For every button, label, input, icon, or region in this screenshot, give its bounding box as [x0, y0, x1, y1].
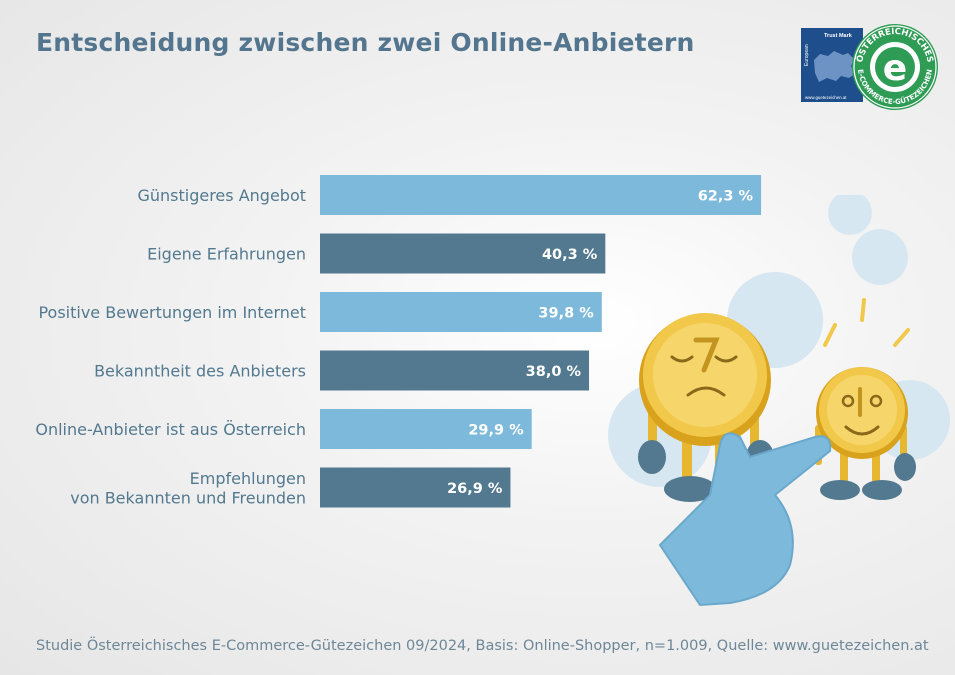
badge-european: European: [804, 44, 810, 66]
value-label: 29,9 %: [468, 423, 524, 439]
value-labels: 62,3 % 40,3 % 39,8 % 38,0 % 29,9 % 26,9 %: [447, 189, 753, 498]
guetezeichen-seal: e ÖSTERREICHISCHES E-COMMERCE-GÜTEZEICHE…: [852, 24, 938, 110]
category-label: Online-Anbieter ist aus Österreich: [35, 420, 306, 439]
value-label: 62,3 %: [698, 189, 754, 205]
badge-trust-mark: Trust Mark: [824, 33, 853, 39]
value-label: 39,8 %: [538, 306, 594, 322]
bar: [320, 350, 590, 391]
bar: [320, 292, 602, 332]
bar-chart: Günstigeres Angebot Eigene Erfahrungen Pos…: [35, 175, 762, 508]
value-label: 38,0 %: [526, 364, 582, 380]
bars: [320, 175, 762, 508]
bar: [320, 409, 532, 449]
bar: [320, 233, 606, 274]
sad-coin-character: [638, 313, 774, 502]
coin-characters-illustration: [608, 195, 950, 607]
bar: [320, 467, 511, 508]
badge-url: www.guetezeichen.at: [805, 95, 847, 100]
value-label: 26,9 %: [447, 481, 503, 497]
source-footnote: Studie Österreichisches E-Commerce-Gütez…: [36, 638, 929, 654]
pointing-hand: [658, 432, 832, 607]
category-label: Empfehlungen von Bekannten und Freunden: [70, 469, 306, 508]
category-labels: Günstigeres Angebot Eigene Erfahrungen Pos…: [35, 186, 306, 507]
category-label: Positive Bewertungen im Internet: [38, 303, 306, 322]
happy-coin-character: [815, 298, 916, 500]
value-label: 40,3 %: [542, 247, 598, 263]
category-label: Günstigeres Angebot: [137, 186, 306, 205]
category-label: Bekanntheit des Anbieters: [94, 362, 306, 381]
seal-glyph: e: [883, 48, 907, 89]
category-label: Eigene Erfahrungen: [147, 245, 306, 264]
chart-title: Entscheidung zwischen zwei Online-Anbiet…: [36, 28, 695, 57]
background-bubble: [828, 195, 872, 235]
background-bubble: [852, 229, 908, 285]
guetezeichen-logo: Trust Mark European www.guetezeichen.at …: [801, 24, 938, 110]
bar: [320, 175, 762, 215]
